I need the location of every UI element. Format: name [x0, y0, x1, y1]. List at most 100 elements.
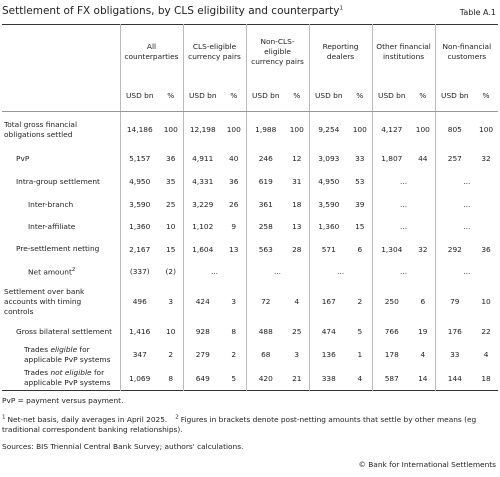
note-text: Net-net basis, daily averages in April 2…: [7, 414, 168, 424]
pct-value: 9: [231, 222, 237, 231]
note: 1 Net-net basis, daily averages in April …: [2, 415, 167, 424]
unit-header: %: [159, 79, 183, 112]
usd-value: 1,102: [182, 215, 222, 238]
not-available: ...: [245, 260, 310, 283]
pct-value: 36: [229, 177, 239, 186]
usd-value: 178: [371, 342, 412, 367]
pct-value: 8: [231, 327, 237, 336]
unit-header: %: [285, 79, 310, 112]
pct-value: 6: [420, 297, 426, 306]
pct-value: 6: [357, 244, 363, 254]
label-note: 2: [71, 267, 76, 274]
pct-value: 18: [481, 373, 491, 383]
usd-value: 420: [245, 366, 286, 391]
table-row: Trades not eligible for applicable PvP s…: [2, 366, 498, 391]
unit-header: %: [474, 79, 499, 112]
group-header: Non-CLS-eligible currency pairs: [245, 24, 310, 79]
pct-value: 5: [357, 327, 363, 336]
note-marker: 2: [175, 414, 179, 421]
pct-value: 4: [294, 297, 300, 306]
label-part: not eligible: [50, 368, 92, 378]
not-available: ...: [371, 215, 436, 238]
usd-value: 167: [308, 282, 349, 321]
pct-value: 3: [294, 350, 300, 359]
label-part: Trades: [24, 368, 51, 378]
pct-value: 21: [292, 373, 302, 383]
unit-header: USD bn: [182, 79, 222, 112]
pct-value: 3: [231, 297, 237, 306]
not-available: ...: [371, 193, 436, 216]
usd-value: 496: [119, 282, 159, 321]
not-available: ...: [182, 260, 247, 283]
pct-value: 4: [483, 350, 489, 359]
pct-value: 15: [355, 222, 365, 231]
usd-value: 619: [245, 169, 286, 194]
pct-value: 18: [292, 200, 302, 209]
usd-value: 4,127: [371, 111, 412, 148]
usd-value: 3,229: [182, 193, 222, 216]
label-text: PvP: [16, 153, 30, 163]
label-part: for applicable PvP systems: [24, 368, 111, 388]
table-row: Gross bilateral settlement 1,416 10 928 8 488…: [2, 320, 498, 343]
usd-value: (337): [119, 260, 159, 283]
pct-value: 100: [352, 125, 367, 135]
usd-value: 136: [308, 342, 349, 367]
notes: 1 Net-net basis, daily averages in April …: [2, 413, 496, 436]
usd-value: 4,950: [308, 169, 349, 194]
group-header: Other financial institutions: [371, 24, 436, 79]
label-text: Total gross financial obligations settle…: [4, 119, 77, 139]
not-available: ...: [434, 169, 499, 194]
table-row: Inter-branch 3,590 25 3,229 26 361 18 3,590 39..…: [2, 193, 499, 216]
label-text: Net amount: [28, 267, 72, 277]
usd-value: 1,360: [308, 215, 349, 238]
usd-value: 246: [245, 147, 286, 170]
usd-value: 4,911: [182, 147, 222, 170]
pct-value: 2: [231, 350, 237, 359]
pct-value: 40: [229, 154, 239, 163]
row-label: Net amount2: [2, 261, 120, 283]
pct-value: 2: [357, 297, 363, 306]
usd-value: 1,304: [371, 237, 412, 261]
usd-value: 257: [434, 147, 475, 170]
usd-value: 2,167: [119, 237, 159, 261]
table-id: Table A.1: [459, 8, 496, 17]
table-row: Total gross financial obligations settle…: [2, 111, 498, 148]
row-label: Intra-group settlement: [2, 170, 120, 194]
blank: [2, 79, 120, 112]
row-label: Trades not eligible for applicable PvP s…: [2, 367, 120, 391]
usd-value: 488: [245, 320, 286, 343]
usd-value: 3,093: [308, 147, 349, 170]
usd-value: 1,360: [119, 215, 159, 238]
pct-value: 31: [292, 177, 302, 186]
pct-value: 100: [226, 125, 241, 135]
usd-value: 3,590: [119, 193, 159, 216]
usd-value: 4,331: [182, 169, 222, 194]
pct-value: 33: [355, 154, 365, 163]
pct-value: 3: [168, 297, 174, 306]
pct-value: 10: [166, 327, 176, 336]
pct-value: 100: [479, 125, 494, 135]
unit-header: USD bn: [308, 79, 349, 112]
usd-value: 3,590: [308, 193, 349, 216]
group-header: CLS-eligible currency pairs: [182, 24, 247, 79]
not-available: ...: [371, 169, 436, 194]
usd-value: 5,157: [119, 147, 159, 170]
table-row: Inter-affiliate 1,360 10 1,102 9 258 13 1,360 15…: [2, 215, 499, 238]
pct-value: 35: [166, 177, 176, 186]
usd-value: 250: [371, 282, 412, 321]
pct-value: 36: [166, 154, 176, 163]
unit-header: USD bn: [434, 79, 475, 112]
pct-value: (2): [165, 267, 176, 276]
group-row: All counterparties CLS-eligible currency …: [2, 24, 499, 79]
pct-value: 22: [481, 327, 491, 336]
usd-value: 68: [245, 342, 286, 367]
row-label: Inter-affiliate: [2, 216, 120, 238]
usd-value: 347: [119, 342, 159, 367]
unit-header: USD bn: [371, 79, 412, 112]
row-label: Total gross financial obligations settle…: [2, 112, 120, 148]
pct-value: 1: [357, 350, 363, 359]
pct-value: 100: [289, 125, 304, 135]
label-text: Pre-settlement netting: [16, 244, 100, 253]
label-part: Trades: [24, 344, 51, 354]
